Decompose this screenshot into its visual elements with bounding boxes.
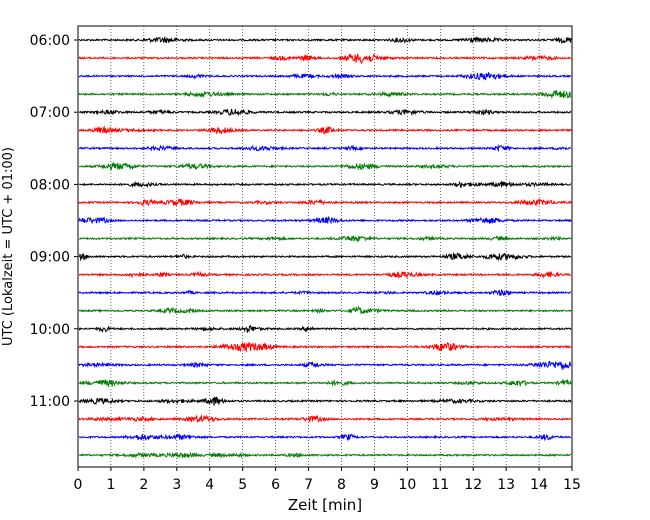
trace-1045 [78,378,572,388]
trace-0630 [78,71,572,81]
trace-0830 [78,215,572,225]
x-tick-label: 12 [464,477,482,493]
trace-1000 [78,324,572,334]
y-tick-label: 10:00 [30,322,70,338]
x-tick-label: 10 [398,477,416,493]
y-tick-label: 11:00 [30,394,70,410]
trace-0800 [78,180,572,189]
x-tick-label: 5 [238,477,247,493]
y-tick-label: 09:00 [30,250,70,266]
x-tick-label: 8 [337,477,346,493]
trace-1030 [78,360,572,371]
trace-1015 [78,341,572,353]
seismic-traces [78,35,572,459]
trace-0615 [78,53,572,65]
y-axis-ticks: 06:00 07:00 08:00 09:00 10:00 11:00 [30,33,78,410]
trace-1130 [78,433,572,442]
trace-1145 [78,451,572,459]
x-axis-ticks: 0 1 2 3 4 5 6 7 8 9 10 11 12 13 14 15 [74,467,581,493]
y-tick-label: 06:00 [30,33,70,49]
trace-0930 [78,288,572,297]
trace-0645 [78,90,572,100]
x-tick-label: 15 [563,477,581,493]
x-tick-label: 14 [530,477,548,493]
trace-0845 [78,235,572,243]
x-tick-label: 7 [304,477,313,493]
x-tick-label: 3 [172,477,181,493]
trace-0815 [78,197,572,207]
trace-0730 [78,143,572,153]
y-tick-label: 07:00 [30,105,70,121]
x-tick-label: 4 [205,477,214,493]
trace-0900 [78,251,572,262]
trace-0700 [78,108,572,117]
x-tick-label: 0 [74,477,83,493]
trace-1115 [78,413,572,423]
x-tick-label: 1 [106,477,115,493]
trace-0945 [78,305,572,315]
x-axis-label: Zeit [min] [288,496,362,514]
trace-0715 [78,125,572,135]
plot-frame [77,25,573,468]
trace-1100 [78,396,572,406]
trace-0915 [78,270,572,280]
x-tick-label: 9 [370,477,379,493]
x-tick-label: 2 [139,477,148,493]
trace-0745 [78,162,572,171]
trace-0600 [78,35,572,44]
x-tick-label: 11 [431,477,449,493]
x-tick-label: 6 [271,477,280,493]
y-tick-label: 08:00 [30,177,70,193]
y-axis-label: UTC (Lokalzeit = UTC + 01:00) [1,147,16,346]
x-tick-label: 13 [497,477,515,493]
